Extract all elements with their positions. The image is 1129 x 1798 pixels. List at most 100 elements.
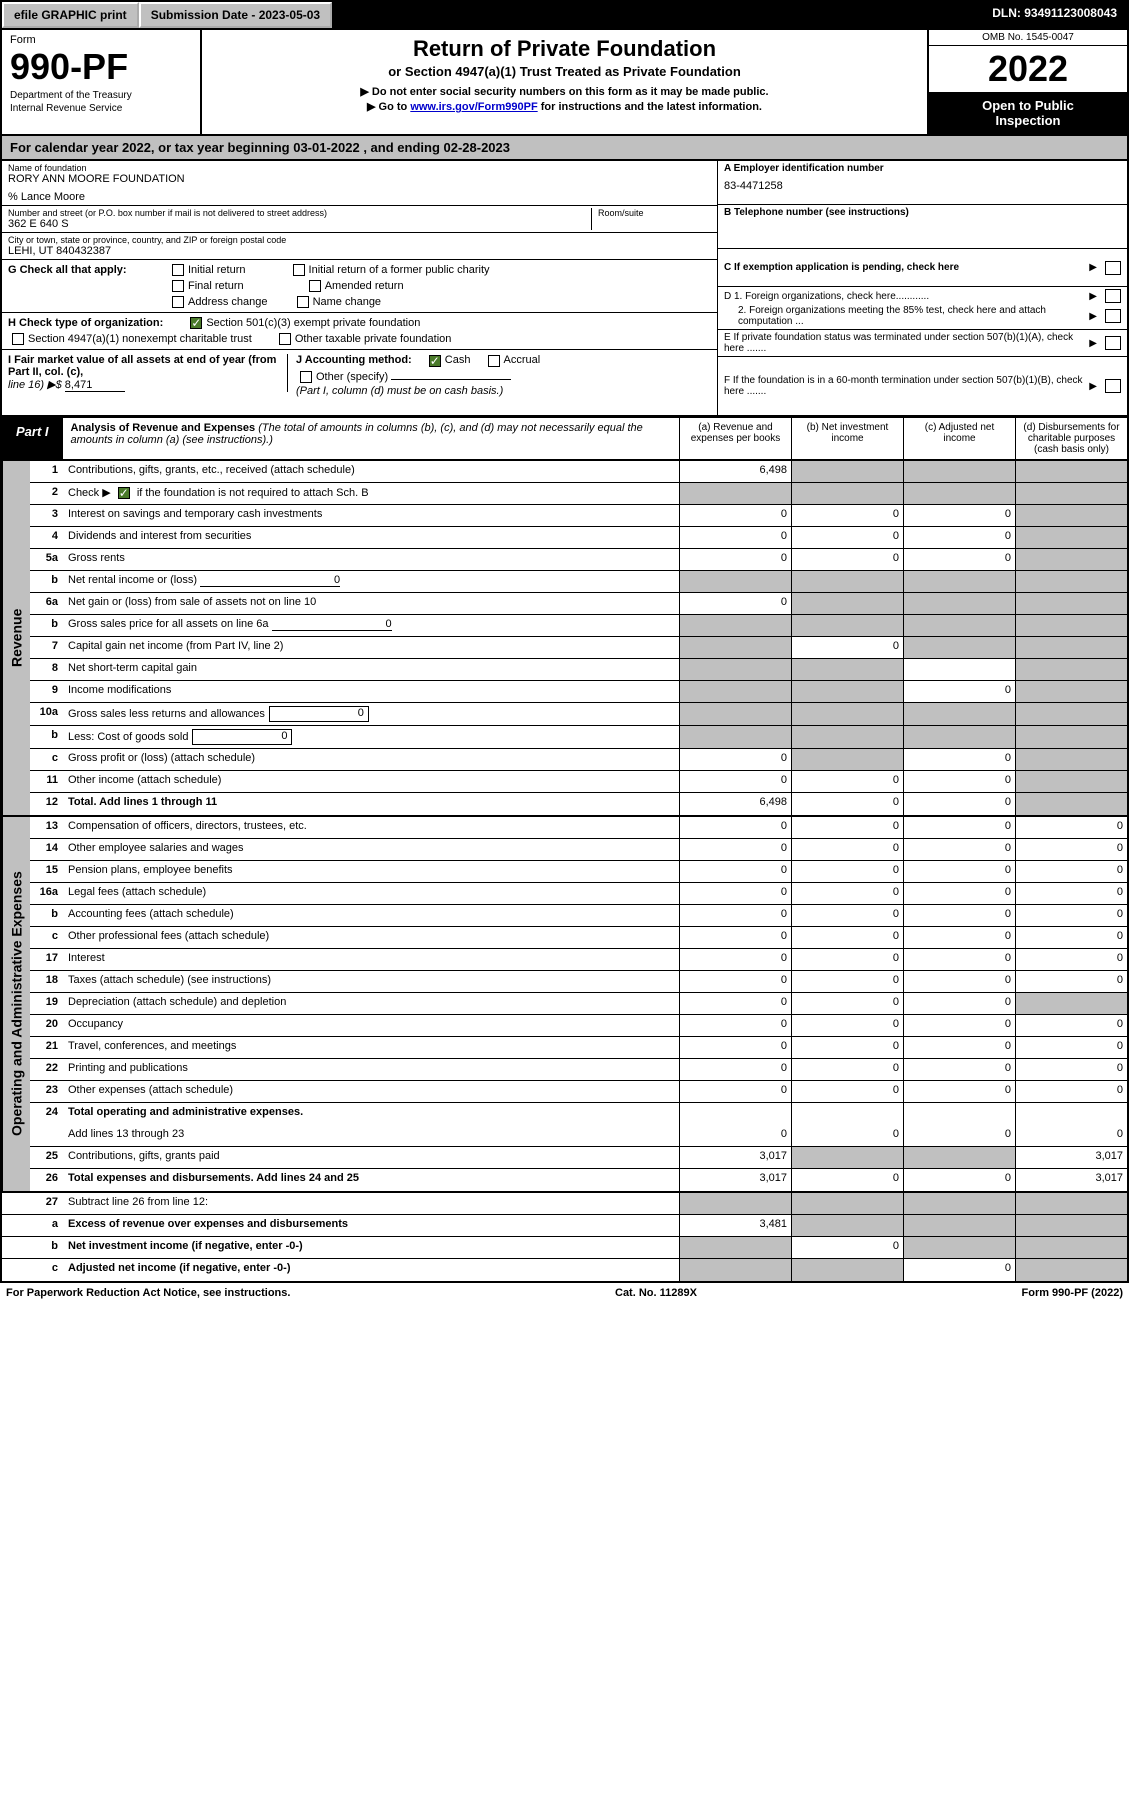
rdesc: Gross profit or (loss) (attach schedule) (64, 749, 679, 770)
cell-d: 0 (1015, 817, 1127, 838)
chk-c[interactable] (1105, 261, 1121, 275)
cell-d (1015, 1193, 1127, 1214)
c-label: C If exemption application is pending, c… (724, 262, 1087, 273)
cell-c (903, 637, 1015, 658)
row-15: 15Pension plans, employee benefits0000 (30, 861, 1127, 883)
chk-other-method[interactable] (300, 371, 312, 383)
cell-b: 0 (791, 817, 903, 838)
g-label: G Check all that apply: (8, 264, 168, 276)
cell-a (679, 726, 791, 748)
cell-d: 0 (1015, 1059, 1127, 1080)
cell-d (1015, 571, 1127, 592)
rdesc: Gross rents (64, 549, 679, 570)
chk-addr-change[interactable] (172, 296, 184, 308)
efile-print-button[interactable]: efile GRAPHIC print (2, 2, 139, 28)
row-7: 7Capital gain net income (from Part IV, … (30, 637, 1127, 659)
lbl-amended: Amended return (325, 280, 404, 292)
cell-c (903, 726, 1015, 748)
row-4: 4Dividends and interest from securities0… (30, 527, 1127, 549)
r10a-d: Gross sales less returns and allowances (68, 708, 265, 720)
rdesc: Income modifications (64, 681, 679, 702)
row-6a: 6aNet gain or (loss) from sale of assets… (30, 593, 1127, 615)
room-label: Room/suite (598, 208, 711, 218)
cell-a (679, 1237, 791, 1258)
chk-initial-former[interactable] (293, 264, 305, 276)
i-line-label: line 16) ▶$ (8, 379, 65, 391)
goto-note: ▶ Go to www.irs.gov/Form990PF for instru… (222, 100, 907, 113)
cell-a: 0 (679, 971, 791, 992)
cell-b (791, 703, 903, 725)
cell-c (903, 1103, 1015, 1125)
city-label: City or town, state or province, country… (8, 235, 711, 245)
rn: 6a (30, 593, 64, 614)
info-right: A Employer identification number 83-4471… (717, 161, 1127, 415)
cell-d (1015, 615, 1127, 636)
cell-a: 0 (679, 1059, 791, 1080)
row-27b: bNet investment income (if negative, ent… (2, 1237, 1127, 1259)
cell-b: 0 (791, 883, 903, 904)
i-label: I Fair market value of all assets at end… (8, 354, 276, 378)
ein-block: A Employer identification number 83-4471… (718, 161, 1127, 205)
open-public: Open to Public Inspection (929, 92, 1127, 134)
cell-b: 0 (791, 1059, 903, 1080)
cell-a: 0 (679, 1015, 791, 1036)
chk-4947[interactable] (12, 333, 24, 345)
header-left: Form 990-PF Department of the Treasury I… (2, 30, 202, 134)
cell-a (679, 681, 791, 702)
row-22: 22Printing and publications0000 (30, 1059, 1127, 1081)
cell-d: 0 (1015, 839, 1127, 860)
row-2: 2Check ▶ if the foundation is not requir… (30, 483, 1127, 505)
cell-a: 0 (679, 549, 791, 570)
row-27c: cAdjusted net income (if negative, enter… (2, 1259, 1127, 1281)
irs-link[interactable]: www.irs.gov/Form990PF (410, 101, 537, 113)
chk-d2[interactable] (1105, 309, 1121, 323)
lbl-addr-change: Address change (188, 296, 268, 308)
d1-label: D 1. Foreign organizations, check here..… (724, 291, 1087, 302)
chk-initial[interactable] (172, 264, 184, 276)
other-method-field[interactable] (391, 379, 511, 380)
chk-final[interactable] (172, 280, 184, 292)
cell-b: 0 (791, 1081, 903, 1102)
cell-d (1015, 527, 1127, 548)
open-public-1: Open to Public (933, 98, 1123, 113)
cell-c: 0 (903, 771, 1015, 792)
name-label: Name of foundation (8, 163, 711, 173)
cell-d (1015, 483, 1127, 504)
cell-c (903, 571, 1015, 592)
chk-name-change[interactable] (297, 296, 309, 308)
chk-accrual[interactable] (488, 355, 500, 367)
rdesc: Net investment income (if negative, ente… (64, 1237, 679, 1258)
lbl-cash: Cash (445, 354, 471, 366)
chk-other-taxable[interactable] (279, 333, 291, 345)
chk-sch-b[interactable] (118, 487, 130, 499)
chk-501c3[interactable] (190, 317, 202, 329)
chk-cash[interactable] (429, 355, 441, 367)
chk-amended[interactable] (309, 280, 321, 292)
cell-d (1015, 749, 1127, 770)
cell-a (679, 1259, 791, 1281)
chk-f[interactable] (1105, 379, 1121, 393)
ssn-note: ▶ Do not enter social security numbers o… (222, 85, 907, 98)
info-left: Name of foundation RORY ANN MOORE FOUNDA… (2, 161, 717, 415)
cell-c: 0 (903, 681, 1015, 702)
cell-d: 0 (1015, 949, 1127, 970)
rn: b (2, 1237, 64, 1258)
lbl-other-taxable: Other taxable private foundation (295, 333, 452, 345)
cell-d (1015, 659, 1127, 680)
cell-c (903, 593, 1015, 614)
chk-e[interactable] (1105, 336, 1121, 350)
arrow-icon: ▶ (1089, 262, 1097, 273)
rn: b (30, 726, 64, 748)
row-8: 8Net short-term capital gain (30, 659, 1127, 681)
rdesc: Net short-term capital gain (64, 659, 679, 680)
expenses-section: Operating and Administrative Expenses 13… (0, 817, 1129, 1193)
cell-a: 3,017 (679, 1147, 791, 1168)
rn: 8 (30, 659, 64, 680)
rn: 23 (30, 1081, 64, 1102)
foundation-name: RORY ANN MOORE FOUNDATION (8, 173, 711, 185)
cell-b: 0 (791, 971, 903, 992)
cell-d: 0 (1015, 971, 1127, 992)
cell-a: 0 (679, 949, 791, 970)
chk-d1[interactable] (1105, 289, 1121, 303)
cell-b: 0 (791, 861, 903, 882)
